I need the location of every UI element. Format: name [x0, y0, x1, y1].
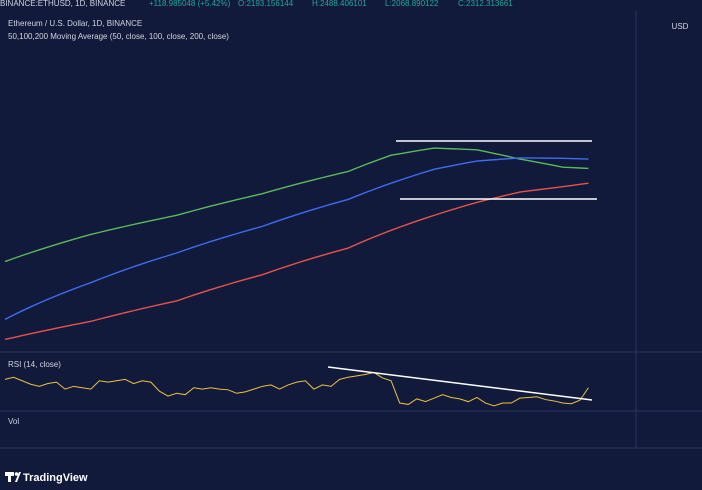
- logo-text: TradingView: [23, 472, 88, 484]
- logo-icon: [8, 476, 11, 482]
- ohlc-high: H:2488.406101: [312, 0, 367, 8]
- moving-average-line: [4, 157, 589, 320]
- rsi-line: [4, 371, 589, 407]
- chart-subtitle: 50,100,200 Moving Average (50, close, 10…: [8, 32, 229, 41]
- logo-icon: [5, 472, 14, 476]
- currency-label: USD: [672, 22, 689, 31]
- volume-title: Vol: [8, 417, 19, 426]
- change: +118.985048 (+5.42%): [149, 0, 231, 8]
- ohlc-open: O:2193.156144: [238, 0, 294, 8]
- front-layer: [4, 371, 589, 407]
- moving-average-line: [4, 147, 589, 263]
- chart-title: Ethereum / U.S. Dollar, 1D, BINANCE: [8, 19, 142, 28]
- logo-icon: [14, 472, 19, 476]
- rsi-title: RSI (14, close): [8, 360, 61, 369]
- logo-icon: [15, 472, 21, 482]
- ohlc-low: L:2068.890122: [385, 0, 439, 8]
- symbol: BINANCE:ETHUSD, 1D, BINANCE: [0, 0, 125, 8]
- logo: TradingView: [5, 472, 88, 484]
- rsi-trend-line: [327, 366, 593, 401]
- ohlc-close: C:2312.313661: [458, 0, 513, 8]
